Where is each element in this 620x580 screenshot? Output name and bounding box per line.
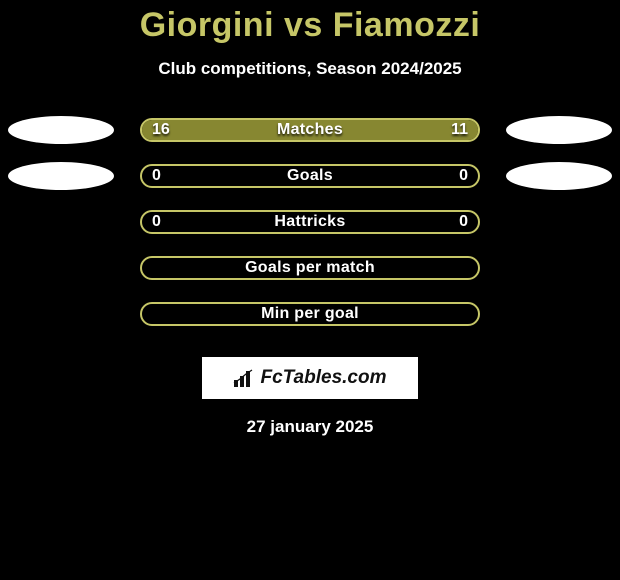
player-mark-right — [506, 162, 612, 190]
bars-icon — [233, 369, 255, 387]
subtitle: Club competitions, Season 2024/2025 — [0, 59, 620, 79]
stat-row: 0 0 Hattricks — [0, 199, 620, 245]
stat-row: Min per goal — [0, 291, 620, 337]
stat-bar: 0 0 Goals — [140, 164, 480, 188]
logo-text: FcTables.com — [260, 367, 386, 389]
stat-value-right: 0 — [459, 167, 468, 185]
stat-row: 16 11 Matches — [0, 107, 620, 153]
stat-value-left: 0 — [152, 213, 161, 231]
date-label: 27 january 2025 — [0, 417, 620, 437]
player-mark-left — [8, 116, 114, 144]
stat-rows: 16 11 Matches 0 0 Goals 0 0 Hattricks Goals per m… — [0, 107, 620, 337]
stat-label: Goals — [287, 167, 333, 185]
player-mark-right — [506, 116, 612, 144]
logo-box[interactable]: FcTables.com — [202, 357, 418, 399]
stat-value-left: 16 — [152, 121, 170, 139]
stats-card: Giorgini vs Fiamozzi Club competitions, … — [0, 0, 620, 437]
stat-label: Goals per match — [245, 259, 375, 277]
stat-value-left: 0 — [152, 167, 161, 185]
page-title: Giorgini vs Fiamozzi — [0, 6, 620, 45]
player-mark-left — [8, 162, 114, 190]
stat-value-right: 0 — [459, 213, 468, 231]
stat-bar: Min per goal — [140, 302, 480, 326]
stat-bar: 0 0 Hattricks — [140, 210, 480, 234]
stat-label: Matches — [277, 121, 343, 139]
stat-row: 0 0 Goals — [0, 153, 620, 199]
stat-value-right: 11 — [451, 121, 468, 139]
stat-bar: Goals per match — [140, 256, 480, 280]
stat-row: Goals per match — [0, 245, 620, 291]
stat-bar: 16 11 Matches — [140, 118, 480, 142]
logo: FcTables.com — [233, 367, 386, 389]
stat-label: Hattricks — [274, 213, 345, 231]
stat-label: Min per goal — [261, 305, 359, 323]
